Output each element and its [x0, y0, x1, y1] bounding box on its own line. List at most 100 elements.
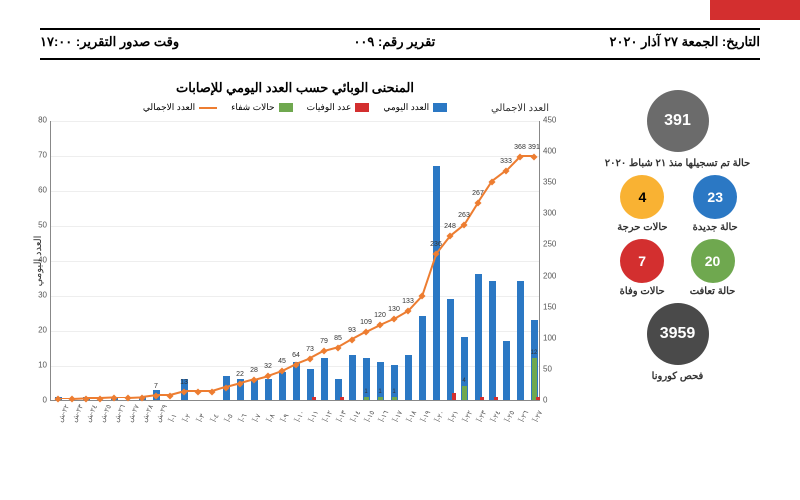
x-label: ١٩-آ [420, 409, 432, 423]
line-cumulative-label: 79 [320, 338, 328, 345]
stat-total: 391 [647, 90, 709, 152]
line-cumulative-label: 333 [500, 158, 512, 165]
x-label: ١٦-آ [378, 409, 390, 423]
x-label: ٤-آ [210, 413, 221, 424]
ytick-left: 0 [29, 396, 47, 405]
x-label: ٢٧-ش [126, 403, 141, 423]
side-stats: 391 حالة تم تسجيلها منذ ٢١ شباط ٢٠٢٠ 23 … [595, 90, 760, 382]
bar-daily [503, 341, 510, 401]
bar-daily [321, 358, 328, 400]
stat-recovered-value: 20 [705, 253, 721, 269]
ytick-right: 150 [543, 302, 563, 311]
bar-daily [433, 166, 440, 401]
line-cumulative-label: 32 [264, 363, 272, 370]
bar-daily [475, 274, 482, 400]
brand-bar [710, 0, 800, 20]
ytick-right: 100 [543, 333, 563, 342]
x-label: ٢٣-ش [70, 403, 85, 423]
x-label: ٢٨-ش [140, 403, 155, 423]
line-cumulative-label: 13 [180, 379, 188, 386]
ytick-right: 250 [543, 240, 563, 249]
ytick-right: 200 [543, 271, 563, 280]
line-cumulative-label: 391 [528, 144, 540, 151]
bar-recovered [462, 386, 467, 400]
x-label: ٣-آ [196, 413, 207, 424]
x-label: ١٥-آ [364, 409, 376, 423]
x-label: ٨-آ [266, 413, 277, 424]
legend-recovered-label: حالات شفاء [231, 102, 274, 113]
header-time: وقت صدور التقرير: ١٧:٠٠ [40, 34, 179, 50]
line-cumulative-label: 130 [388, 306, 400, 313]
line-cumulative-label: 45 [278, 358, 286, 365]
ytick-right: 350 [543, 178, 563, 187]
ytick-right: 300 [543, 209, 563, 218]
line-cumulative-label: 368 [514, 144, 526, 151]
x-label: ٧-آ [252, 413, 263, 424]
x-label: ١٢-آ [322, 409, 334, 423]
header-rule-top [40, 28, 760, 30]
legend-deaths-label: عدد الوفيات [307, 102, 352, 113]
stat-new-value: 23 [707, 189, 723, 205]
bar-daily [405, 355, 412, 401]
plot: العدد اليومي العدد الاجمالي 010203040506… [50, 121, 540, 401]
stat-deaths: 7 [620, 239, 664, 283]
legend-daily-label: العدد اليومي [383, 102, 429, 113]
x-label: ٢٧-آ [532, 409, 544, 423]
line-cumulative-point [460, 222, 467, 229]
stat-recovered-label: حالة تعافت [690, 286, 736, 297]
stat-deaths-label: حالات وفاة [620, 286, 665, 297]
y-right-label: العدد الاجمالي [491, 103, 549, 114]
legend: العدد اليومي عدد الوفيات حالات شفاء العد… [30, 102, 560, 113]
bar-deaths [312, 397, 316, 401]
x-label: ٢-آ [182, 413, 193, 424]
stat-new-label: حالة جديدة [693, 222, 738, 233]
line-cumulative-point [124, 395, 131, 402]
x-label: ٥-آ [224, 413, 235, 424]
line-cumulative-label: 120 [374, 312, 386, 319]
bar-daily [391, 365, 398, 400]
chart-title: المنحنى الوبائي حسب العدد اليومي للإصابا… [30, 80, 560, 96]
ytick-left: 60 [29, 186, 47, 195]
header-date: التاريخ: الجمعة ٢٧ آذار ٢٠٢٠ [610, 34, 760, 50]
ytick-right: 0 [543, 396, 563, 405]
bar-daily [419, 316, 426, 400]
x-label: ٢٣-آ [476, 409, 488, 423]
x-label: ٢٦-ش [112, 403, 127, 423]
bar-daily [307, 369, 314, 401]
bar-deaths [480, 397, 484, 401]
legend-recovered: حالات شفاء [231, 102, 292, 113]
bar-daily [447, 299, 454, 401]
bar-daily [489, 281, 496, 400]
ytick-right: 400 [543, 147, 563, 156]
line-cumulative-label: 7 [154, 383, 158, 390]
line-cumulative-label: 22 [236, 371, 244, 378]
x-label: ١-آ [168, 413, 179, 424]
x-label: ٩-آ [280, 413, 291, 424]
line-cumulative-label: 248 [444, 223, 456, 230]
ytick-left: 40 [29, 256, 47, 265]
line-cumulative-label: 133 [402, 298, 414, 305]
x-label: ٢٥-آ [504, 409, 516, 423]
chart-area: المنحنى الوبائي حسب العدد اليومي للإصابا… [30, 80, 560, 480]
header-rule-bottom [40, 58, 760, 60]
line-cumulative-label: 85 [334, 335, 342, 342]
x-label: ١٤-آ [350, 409, 362, 423]
stat-critical-value: 4 [639, 189, 647, 205]
line-cumulative-point [530, 153, 537, 160]
legend-cumulative: العدد الاجمالي [143, 102, 217, 113]
stat-tests-label: فحص كورونا [652, 371, 704, 382]
x-label: ١١-آ [308, 409, 320, 423]
bar-recovered [364, 397, 369, 401]
line-cumulative-label: 109 [360, 319, 372, 326]
legend-deaths: عدد الوفيات [307, 102, 370, 113]
stat-critical-label: حالات حرجة [617, 222, 667, 233]
bar-deaths [536, 397, 540, 401]
x-label: ٢١-آ [448, 409, 460, 423]
line-cumulative-label: 28 [250, 367, 258, 374]
bar-recovered [392, 397, 397, 401]
x-label: ٦-آ [238, 413, 249, 424]
x-label: ١٠-آ [294, 409, 306, 423]
line-cumulative-point [320, 348, 327, 355]
line-cumulative-label: 64 [292, 352, 300, 359]
line-cumulative-label: 236 [430, 241, 442, 248]
